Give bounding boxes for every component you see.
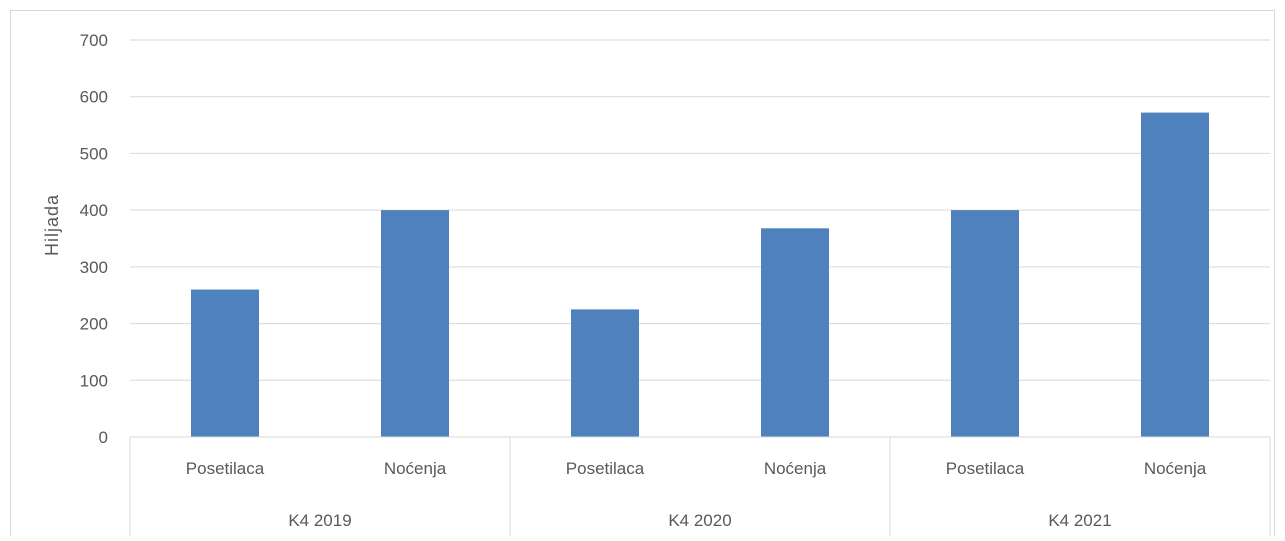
y-axis-title: Hiljada [42, 194, 62, 256]
y-axis-ticks: 0 100 200 300 400 500 600 700 [80, 31, 108, 447]
y-tick-label: 100 [80, 371, 108, 390]
y-tick-label: 700 [80, 31, 108, 50]
x-category-label: Noćenja [384, 459, 447, 478]
bar-k4-2021-0 [951, 210, 1019, 437]
y-tick-label: 600 [80, 88, 108, 107]
x-group-label: K4 2021 [1048, 511, 1111, 530]
bar-k4-2019-1 [381, 210, 449, 437]
bars [191, 112, 1209, 437]
y-tick-label: 400 [80, 201, 108, 220]
x-category-label: Noćenja [1144, 459, 1207, 478]
gridlines [130, 39, 1270, 438]
chart-frame [10, 10, 1275, 541]
bar-k4-2020-1 [761, 228, 829, 437]
bar-k4-2020-0 [571, 309, 639, 437]
y-tick-label: 300 [80, 258, 108, 277]
x-group-label: K4 2020 [668, 511, 731, 530]
x-category-label: Posetilaca [186, 459, 265, 478]
x-axis: Posetilaca Noćenja K4 2019 Posetilaca Noćenj… [129, 436, 1271, 536]
y-tick-label: 200 [80, 315, 108, 334]
y-tick-label: 500 [80, 144, 108, 163]
x-category-label: Posetilaca [566, 459, 645, 478]
bar-k4-2019-0 [191, 289, 259, 437]
x-group-label: K4 2019 [288, 511, 351, 530]
x-category-label: Posetilaca [946, 459, 1025, 478]
bar-k4-2021-1 [1141, 112, 1209, 437]
x-category-label: Noćenja [764, 459, 827, 478]
y-tick-label: 0 [99, 428, 108, 447]
